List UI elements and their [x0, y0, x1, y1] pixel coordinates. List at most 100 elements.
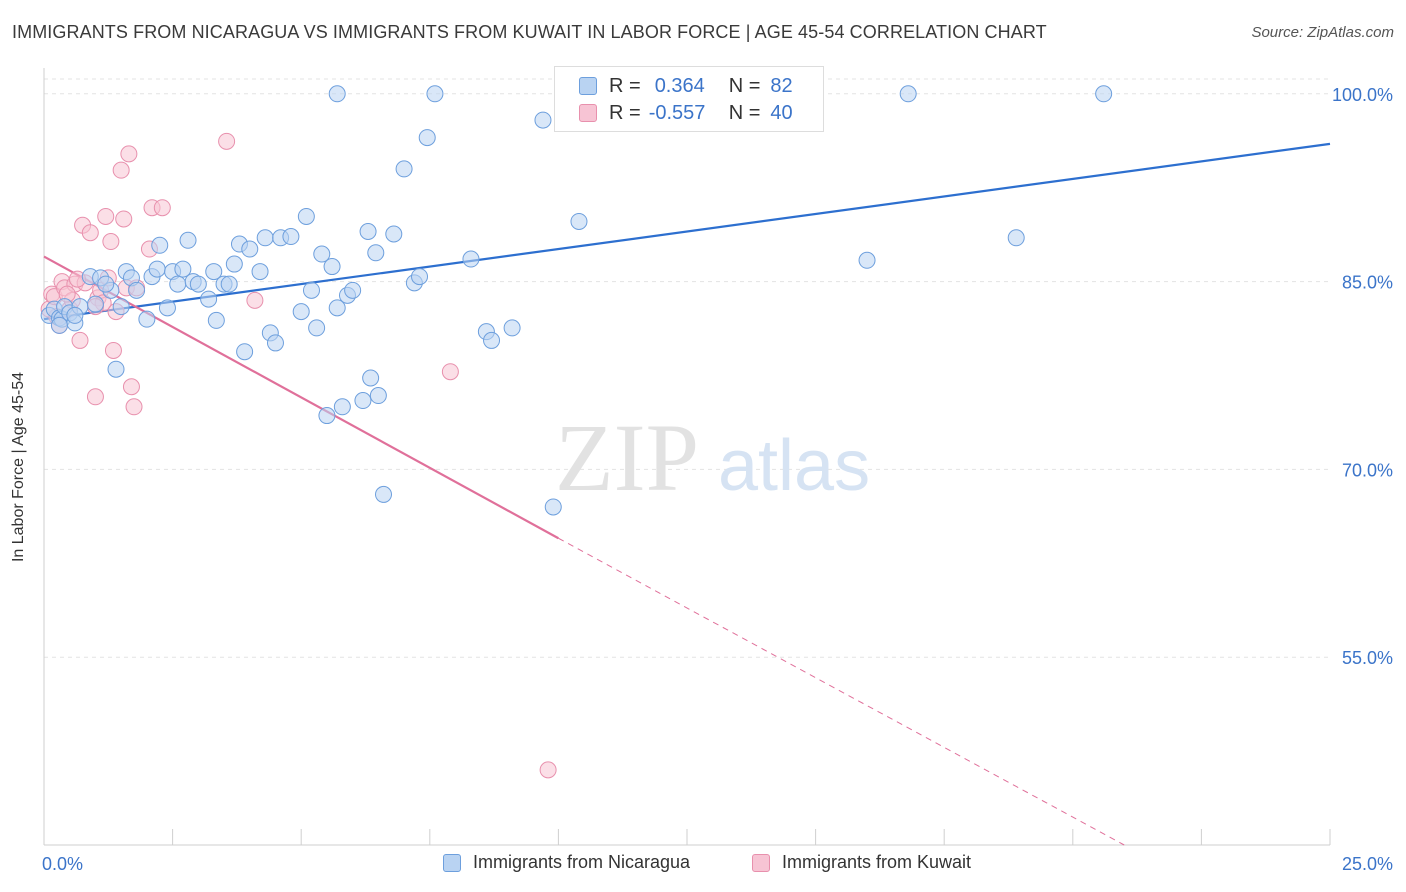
legend-swatch-blue	[579, 77, 597, 95]
legend-swatch-pink	[752, 853, 770, 872]
nicaragua-point	[251, 263, 269, 281]
trend-lines	[43, 142, 1331, 846]
nicaragua-point	[66, 306, 84, 324]
y-tick-label: 85.0%	[1342, 273, 1393, 293]
stats-legend: R = 0.364 N = 82 R = -0.557 N = 40	[554, 66, 824, 132]
y-tick-label: 55.0%	[1342, 648, 1393, 668]
nicaragua-point	[462, 250, 480, 268]
nicaragua-point	[86, 295, 104, 313]
nicaragua-point	[313, 245, 331, 263]
nicaragua-point	[282, 228, 300, 246]
nicaragua-point	[148, 260, 166, 278]
kuwait-points	[40, 132, 557, 779]
nicaragua-point	[205, 263, 223, 281]
nicaragua-point	[503, 319, 521, 337]
nicaragua-trend-line	[43, 142, 1331, 321]
y-axis-label: In Labor Force | Age 45-54	[10, 371, 27, 563]
kuwait-point	[102, 233, 120, 251]
nicaragua-point	[174, 260, 192, 278]
nicaragua-point	[138, 310, 156, 328]
kuwait-trend-line	[43, 255, 559, 540]
watermark-zip: ZIP	[555, 404, 699, 511]
chart-source: Source: ZipAtlas.com	[1251, 24, 1394, 41]
nicaragua-point	[256, 229, 274, 247]
nicaragua-point	[328, 299, 346, 317]
legend-row-nicaragua: R = 0.364 N = 82	[579, 73, 793, 99]
legend-row-kuwait: R = -0.557 N = 40	[579, 100, 793, 126]
nicaragua-point	[128, 281, 146, 299]
nicaragua-point	[1095, 85, 1113, 103]
nicaragua-point	[97, 275, 115, 293]
legend-swatch-blue	[443, 853, 461, 872]
nicaragua-point	[112, 298, 130, 316]
kuwait-point	[115, 210, 133, 228]
nicaragua-point	[318, 407, 336, 425]
kuwait-point	[539, 761, 557, 779]
nicaragua-point	[220, 275, 238, 293]
legend-item-nicaragua: Immigrants from Nicaragua	[443, 852, 690, 873]
legend-r-value: -0.557	[648, 101, 706, 124]
nicaragua-point	[899, 85, 917, 103]
nicaragua-point	[1007, 229, 1025, 247]
legend-label-nicaragua: Immigrants from Nicaragua	[473, 852, 691, 872]
nicaragua-point	[225, 255, 243, 273]
nicaragua-points	[40, 85, 1113, 516]
nicaragua-point	[359, 223, 377, 241]
nicaragua-point	[483, 331, 501, 349]
legend-label-kuwait: Immigrants from Kuwait	[782, 852, 972, 872]
nicaragua-point	[354, 392, 372, 410]
axes	[43, 68, 1331, 846]
kuwait-trend-extrapolation	[558, 537, 1125, 846]
chart-title: IMMIGRANTS FROM NICARAGUA VS IMMIGRANTS …	[12, 22, 1047, 42]
nicaragua-point	[107, 360, 125, 378]
kuwait-point	[246, 291, 264, 309]
nicaragua-point	[367, 244, 385, 262]
watermark-atlas: atlas	[718, 426, 870, 506]
legend-item-kuwait: Immigrants from Kuwait	[752, 852, 971, 873]
nicaragua-point	[369, 387, 387, 405]
y-tick-label: 100.0%	[1332, 85, 1393, 105]
kuwait-point	[441, 363, 459, 381]
kuwait-point	[120, 145, 138, 163]
nicaragua-point	[570, 212, 588, 230]
x-tick-label: 0.0%	[42, 854, 83, 874]
nicaragua-point	[266, 334, 284, 352]
kuwait-point	[71, 331, 89, 349]
watermark: ZIP atlas	[555, 404, 870, 511]
nicaragua-point	[189, 275, 207, 293]
nicaragua-point	[328, 85, 346, 103]
nicaragua-point	[362, 369, 380, 387]
nicaragua-point	[395, 160, 413, 178]
legend-r-label: R =	[609, 74, 641, 97]
nicaragua-point	[236, 343, 254, 361]
nicaragua-point	[158, 299, 176, 317]
nicaragua-point	[50, 316, 68, 334]
gridlines	[44, 78, 1330, 658]
nicaragua-point	[534, 111, 552, 129]
nicaragua-point	[385, 225, 403, 243]
nicaragua-point	[302, 281, 320, 299]
tick-labels: 55.0% 70.0% 85.0% 100.0% 0.0% 25.0%	[42, 85, 1393, 874]
nicaragua-point	[411, 268, 429, 286]
nicaragua-point	[323, 258, 341, 276]
legend-swatch-pink	[579, 104, 597, 122]
legend-r-value: 0.364	[654, 74, 705, 97]
nicaragua-point	[858, 251, 876, 269]
kuwait-point	[104, 341, 122, 359]
nicaragua-point	[418, 129, 436, 147]
nicaragua-point	[333, 398, 351, 416]
kuwait-point	[86, 388, 104, 406]
kuwait-point	[122, 378, 140, 396]
nicaragua-point	[426, 85, 444, 103]
nicaragua-point	[207, 311, 225, 329]
x-tick-label: 25.0%	[1342, 854, 1393, 874]
kuwait-point	[153, 199, 171, 217]
nicaragua-point	[297, 207, 315, 225]
kuwait-point	[112, 161, 130, 179]
nicaragua-point	[308, 319, 326, 337]
y-tick-label: 70.0%	[1342, 460, 1393, 480]
legend-n-label: N =	[728, 74, 761, 97]
legend-r-label: R =	[609, 101, 641, 124]
nicaragua-point	[241, 240, 259, 258]
